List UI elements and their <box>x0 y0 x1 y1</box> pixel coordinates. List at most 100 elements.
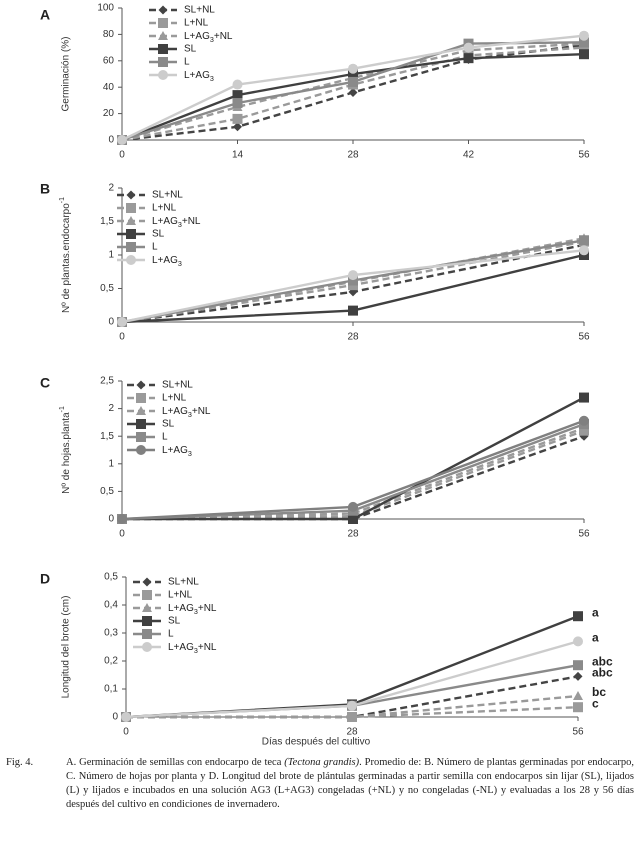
x-tick-label: 28 <box>346 727 358 738</box>
legend-label: L+AG3 <box>152 255 182 269</box>
x-tick-label: 0 <box>119 529 125 540</box>
data-point <box>573 702 583 713</box>
legend-item: L+NL <box>149 18 209 29</box>
y-tick-label: 0,5 <box>100 486 114 497</box>
legend-marker <box>142 577 152 587</box>
data-point <box>579 37 589 48</box>
legend-marker <box>136 393 146 403</box>
legend-label: SL <box>162 419 175 430</box>
y-tick-label: 1 <box>108 250 114 261</box>
significance-label: abc <box>592 654 613 668</box>
legend-label: L <box>162 432 168 443</box>
panel-letter: B <box>40 181 50 197</box>
legend-label: L <box>168 629 174 640</box>
legend-item: L <box>149 57 190 68</box>
legend-label: L+NL <box>168 590 193 601</box>
legend-marker <box>126 242 136 252</box>
y-tick-label: 2,5 <box>100 376 114 387</box>
y-tick-label: 0,5 <box>100 283 114 294</box>
data-point <box>573 611 583 622</box>
data-point <box>579 392 589 403</box>
series-l-ag3 <box>117 30 589 145</box>
significance-label: a <box>592 605 599 619</box>
series-l-ag3-nl: a <box>121 631 599 722</box>
y-tick-label: 20 <box>103 108 115 119</box>
legend-label: L+AG3 <box>184 70 214 84</box>
legend-item: L+AG3+NL <box>133 603 217 617</box>
legend-marker <box>136 419 146 429</box>
data-point <box>579 30 589 41</box>
series-line <box>126 675 579 719</box>
y-tick-label: 0,4 <box>104 600 118 611</box>
data-point <box>348 63 358 74</box>
legend-marker <box>158 44 168 54</box>
y-axis-label: Germinación (%) <box>61 36 72 111</box>
y-tick-label: 1 <box>108 458 114 469</box>
x-tick-label: 0 <box>119 150 125 161</box>
legend-item: L+NL <box>117 203 177 214</box>
series-l: abc <box>121 654 613 722</box>
series-l-ag3 <box>117 245 589 327</box>
legend-label: L+AG3+NL <box>162 406 211 420</box>
legend-label: SL+NL <box>184 5 215 16</box>
data-point <box>347 700 357 711</box>
legend-label: SL <box>184 44 197 55</box>
y-tick-label: 80 <box>103 29 115 40</box>
y-axis-label: Nº de hojas.planta-1 <box>59 406 71 494</box>
legend-item: L+NL <box>127 393 187 404</box>
legend-label: L+NL <box>152 203 177 214</box>
legend-item: SL <box>149 44 197 55</box>
y-tick-label: 100 <box>97 3 114 14</box>
y-axis-label: Longitud del brote (cm) <box>61 596 72 699</box>
legend-item: SL+NL <box>127 380 193 391</box>
x-tick-label: 14 <box>232 150 244 161</box>
data-point <box>232 79 243 90</box>
legend-label: L+AG3+NL <box>184 31 233 45</box>
legend-marker <box>136 380 146 390</box>
data-point <box>348 501 358 512</box>
legend-label: L+NL <box>162 393 187 404</box>
panel-d: D 0 0,1 0,2 0,3 0,4 0,5 0 28 56 Longitud del brote… <box>40 571 613 748</box>
data-point <box>579 245 589 256</box>
legend-label: L+AG3+NL <box>168 642 217 656</box>
legend-marker <box>126 203 136 213</box>
significance-label: abc <box>592 666 613 680</box>
data-point <box>573 671 583 681</box>
data-point <box>348 305 358 316</box>
legend-label: SL+NL <box>168 577 199 588</box>
legend-label: L+NL <box>184 18 209 29</box>
data-point <box>579 235 589 246</box>
legend-item: L+AG3+NL <box>133 642 217 656</box>
legend-label: SL+NL <box>162 380 193 391</box>
data-point <box>117 135 127 145</box>
caption-species: (Tectona grandis) <box>284 757 360 768</box>
legend-item: SL <box>127 419 175 430</box>
legend-marker <box>158 57 168 67</box>
legend-item: L <box>117 242 158 253</box>
x-tick-label: 0 <box>119 332 125 343</box>
y-axis-label: Nº de plantas.endocarpo-1 <box>59 197 71 313</box>
y-tick-label: 0,3 <box>104 628 118 639</box>
legend-label: L+AG3+NL <box>168 603 217 617</box>
significance-label: a <box>592 631 599 645</box>
y-tick-label: 2 <box>108 183 114 194</box>
legend-label: L <box>152 242 158 253</box>
x-tick-label: 42 <box>463 150 475 161</box>
data-point <box>232 90 243 101</box>
y-tick-label: 60 <box>103 55 115 66</box>
legend-marker <box>142 590 152 600</box>
data-point <box>232 98 243 109</box>
x-tick-label: 28 <box>347 332 359 343</box>
panel-c: C 0 0,5 1 1,5 2 2,5 0 28 56 Nº de hojas.planta-1 SL… <box>40 375 590 540</box>
y-tick-label: 0,2 <box>104 656 118 667</box>
x-tick-label: 0 <box>123 727 129 738</box>
legend-marker <box>126 190 136 200</box>
legend-item: SL+NL <box>149 5 215 16</box>
legend-marker <box>158 5 168 15</box>
legend-item: SL+NL <box>133 577 199 588</box>
y-tick-label: 0,1 <box>104 684 118 695</box>
data-point <box>348 69 358 79</box>
